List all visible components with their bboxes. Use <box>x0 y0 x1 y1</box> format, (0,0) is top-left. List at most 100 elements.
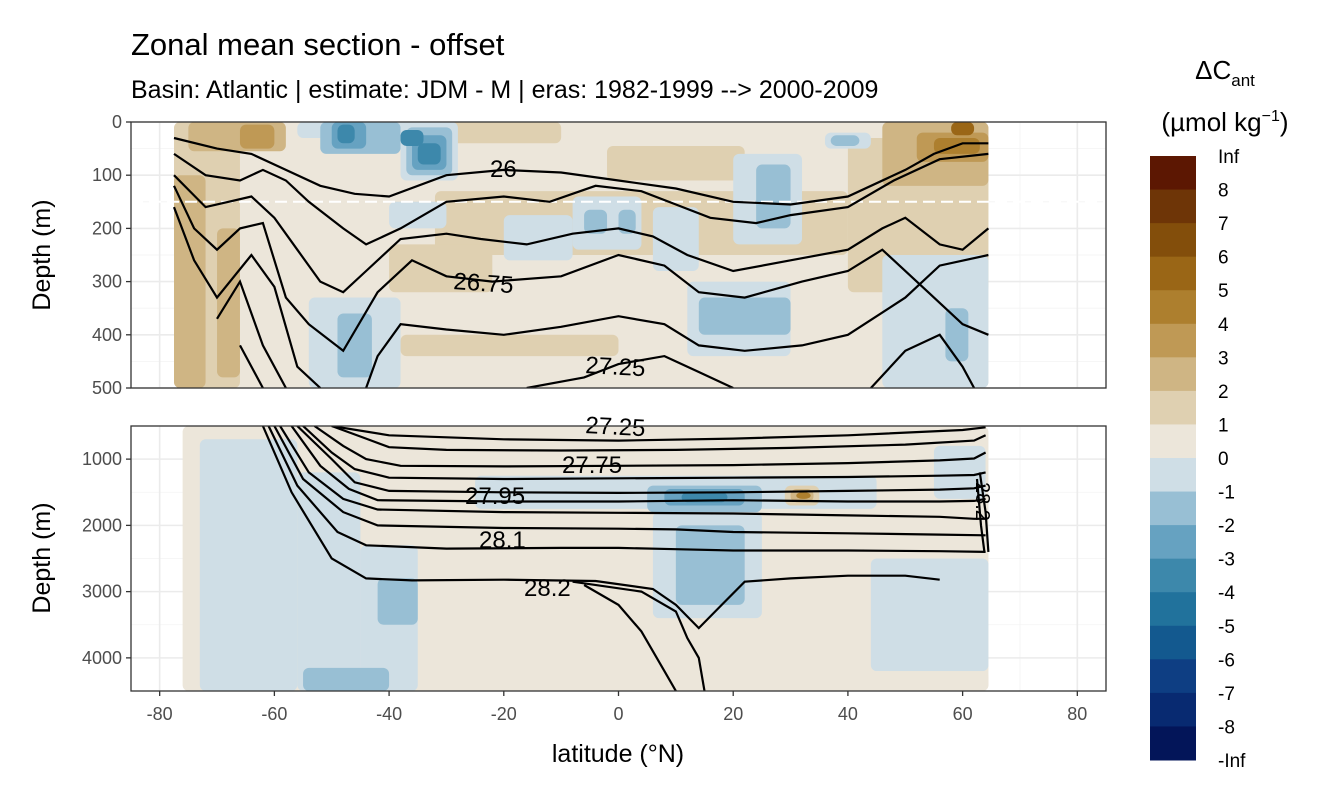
legend-label: -1 <box>1218 483 1235 504</box>
legend-label: -5 <box>1218 617 1235 638</box>
heat-cell <box>503 215 573 261</box>
heat-cell <box>618 209 636 234</box>
heat-cell <box>882 255 989 388</box>
x-tick-label: -20 <box>491 704 517 724</box>
legend-label: -3 <box>1218 550 1235 571</box>
isopycnal-line <box>290 426 986 503</box>
isopycnal-label-28-2-vertical: 28.2 <box>971 482 993 521</box>
heat-cell <box>945 308 969 362</box>
upper-panel-border <box>130 121 1107 389</box>
heat-cell <box>756 164 791 229</box>
heat-cell <box>796 492 811 499</box>
colorbar-legend: ΔCant (µmol kg−1) Inf 8 7 6 5 4 3 2 1 0 -1 -2 -3 -4 -5… <box>1150 55 1289 772</box>
legend-unit-close: ) <box>1280 107 1289 137</box>
x-axis-title: latitude (°N) <box>552 740 684 768</box>
isopycnal-line <box>313 426 987 468</box>
heat-cell <box>389 201 447 229</box>
upper-y-axis: 0 100 200 300 400 500 <box>92 112 131 398</box>
heat-cell <box>297 472 361 691</box>
legend-label: 2 <box>1218 382 1229 403</box>
isopycnal-label-28-1: 28.1 <box>479 527 526 554</box>
chart-title: Zonal mean section - offset <box>131 27 505 62</box>
isopycnal-line <box>172 206 322 388</box>
x-tick-label: 0 <box>613 704 623 724</box>
heat-cell <box>675 525 745 605</box>
legend-swatch <box>1150 458 1196 493</box>
heat-cell <box>337 124 355 144</box>
legend-labels: Inf 8 7 6 5 4 3 2 1 0 -1 -2 -3 -4 -5 -6 -7 -8 -Inf <box>1218 147 1246 772</box>
isopycnal-line <box>173 136 989 206</box>
legend-title-main: ΔC <box>1195 55 1231 85</box>
lower-isopycnals <box>261 426 990 691</box>
heat-cell <box>870 558 989 672</box>
legend-label: 7 <box>1218 214 1229 235</box>
legend-label: 4 <box>1218 315 1229 336</box>
legend-swatch <box>1150 692 1196 727</box>
isopycnal-line <box>267 426 986 553</box>
upper-panel: 26 26.75 27.25 0 100 200 300 400 500 Depth (m… <box>28 112 1107 398</box>
heat-cell <box>239 124 275 149</box>
legend-swatch <box>1150 256 1196 291</box>
heat-cell <box>400 129 424 146</box>
legend-swatch <box>1150 156 1196 191</box>
heat-cell <box>607 145 745 181</box>
isopycnal-label-27-95: 27.95 <box>465 483 525 510</box>
isopycnal-line <box>365 253 989 388</box>
isopycnal-line <box>216 279 287 388</box>
heat-cell <box>446 671 989 691</box>
legend-unit-main: (µmol kg <box>1161 107 1261 137</box>
y-tick-label: 4000 <box>82 648 122 668</box>
legend-title: ΔCant <box>1195 55 1255 90</box>
legend-label: Inf <box>1218 147 1240 168</box>
legend-swatch <box>1150 223 1196 258</box>
isopycnal-line <box>173 152 989 246</box>
legend-swatch <box>1150 558 1196 593</box>
heat-cell <box>698 297 791 335</box>
heat-cell <box>951 122 975 136</box>
heat-cell <box>303 667 390 691</box>
legend-swatch <box>1150 290 1196 325</box>
lower-isopycnal-labels: 27.25 27.75 27.95 28.1 28.2 28.2 <box>465 412 993 602</box>
legend-swatch <box>1150 357 1196 392</box>
y-tick-label: 1000 <box>82 449 122 469</box>
heat-cell <box>174 175 206 388</box>
y-tick-label: 300 <box>92 272 122 292</box>
isopycnal-label-27-25-lower: 27.25 <box>585 412 646 442</box>
heat-cell <box>389 244 493 293</box>
legend-label: -2 <box>1218 516 1235 537</box>
legend-label: -4 <box>1218 583 1235 604</box>
heat-cell <box>337 313 372 378</box>
upper-isopycnal-labels: 26 26.75 27.25 <box>453 156 646 382</box>
isopycnal-label-26-75: 26.75 <box>453 268 515 299</box>
legend-swatch <box>1150 323 1196 358</box>
isopycnal-line <box>572 580 706 691</box>
legend-label: 6 <box>1218 248 1229 269</box>
legend-label: 8 <box>1218 181 1229 202</box>
legend-title-sub: ant <box>1231 71 1255 90</box>
upper-isopycnals <box>172 136 990 388</box>
legend-unit: (µmol kg−1) <box>1161 107 1288 137</box>
y-tick-label: 100 <box>92 165 122 185</box>
chart-subtitle: Basin: Atlantic | estimate: JDM - M | er… <box>131 76 878 104</box>
y-tick-label: 200 <box>92 218 122 238</box>
x-tick-label: 80 <box>1067 704 1087 724</box>
x-tick-label: 20 <box>723 704 743 724</box>
legend-swatch <box>1150 592 1196 627</box>
y-tick-label: 2000 <box>82 515 122 535</box>
heat-cell <box>199 439 298 691</box>
legend-swatches <box>1150 156 1196 761</box>
lower-y-axis: 1000 2000 3000 4000 <box>82 449 131 668</box>
x-tick-label: 40 <box>838 704 858 724</box>
legend-swatch <box>1150 625 1196 660</box>
y-tick-label: 0 <box>112 112 122 132</box>
lower-panel: 27.25 27.75 27.95 28.1 28.2 28.2 1000 200… <box>28 412 1107 692</box>
legend-swatch <box>1150 491 1196 526</box>
legend-unit-sup: −1 <box>1262 108 1280 125</box>
isopycnal-line <box>279 426 986 520</box>
x-tick-label: -80 <box>147 704 173 724</box>
legend-label: 1 <box>1218 415 1229 436</box>
legend-label: -7 <box>1218 684 1235 705</box>
heat-cell <box>584 209 608 234</box>
upper-heatmap <box>174 122 989 388</box>
